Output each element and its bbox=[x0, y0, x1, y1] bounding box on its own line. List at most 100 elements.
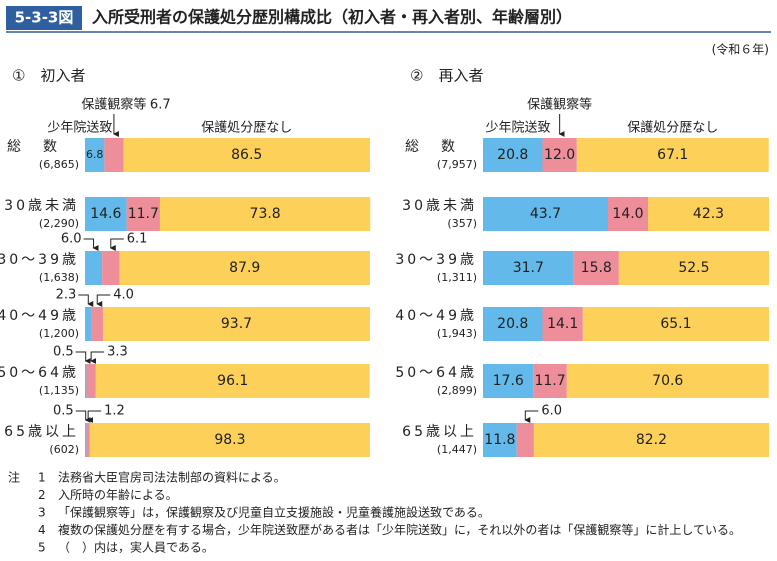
bar-segment bbox=[89, 423, 370, 457]
note-num: 5 bbox=[38, 541, 46, 555]
series-name: 少年院送致 bbox=[47, 121, 112, 136]
value-label: 86.5 bbox=[231, 147, 262, 163]
value-label: 98.3 bbox=[214, 432, 245, 448]
bar-segment bbox=[86, 423, 90, 457]
category-label: 65歳以上 bbox=[402, 424, 477, 440]
bar-segment bbox=[542, 138, 577, 172]
note-text: 「保護観察等」は，保護観察及び児童自立支援施設・児童養護施設送致である。 bbox=[58, 505, 490, 520]
series-name: 保護処分歴なし bbox=[627, 120, 718, 136]
size-label: (1,200) bbox=[39, 327, 79, 340]
value-label: 4.0 bbox=[113, 288, 134, 303]
series-name: 保護観察等 bbox=[527, 97, 592, 113]
size-label: (1,311) bbox=[437, 271, 477, 284]
value-label: 6.0 bbox=[541, 404, 562, 419]
bar-segment bbox=[516, 423, 534, 457]
bar-segment bbox=[618, 251, 769, 285]
callout bbox=[78, 294, 94, 307]
bar-segment bbox=[576, 138, 769, 172]
bar-segment bbox=[119, 251, 370, 285]
size-label: (2,290) bbox=[39, 217, 79, 230]
value-label: 12.0 bbox=[544, 147, 575, 163]
category-label: 50～64歳 bbox=[0, 365, 79, 381]
value-label: 6.8 bbox=[86, 148, 104, 161]
size-label: (1,447) bbox=[437, 443, 477, 456]
size-label: (357) bbox=[447, 217, 477, 230]
callout bbox=[90, 351, 105, 364]
value-label: 42.3 bbox=[693, 206, 724, 222]
callout bbox=[83, 238, 99, 251]
note-text: 複数の保護処分歴を有する場合，少年院送致歴がある者は「少年院送致」に，それ以外の… bbox=[58, 522, 741, 537]
bar-segment bbox=[566, 364, 769, 398]
callout bbox=[87, 410, 102, 423]
value-label: 93.7 bbox=[221, 316, 252, 332]
category-label: 40～49歳 bbox=[0, 308, 79, 324]
bar-segment bbox=[102, 251, 120, 285]
figure-badge bbox=[6, 6, 82, 30]
bar-segment bbox=[483, 251, 574, 285]
bar-segment bbox=[483, 364, 534, 398]
category-label: 40～49歳 bbox=[395, 308, 477, 324]
bar-segment bbox=[85, 307, 92, 341]
value-label: 82.2 bbox=[636, 432, 667, 448]
category-label: 50～64歳 bbox=[395, 365, 477, 381]
category-label: 30歳未満 bbox=[402, 198, 477, 214]
category-label: 65歳以上 bbox=[4, 424, 79, 440]
value-label: 14.6 bbox=[90, 206, 121, 222]
era: (令和６年) bbox=[712, 42, 769, 57]
bar-segment bbox=[86, 364, 96, 398]
bar-segment bbox=[533, 423, 769, 457]
size-label: (602) bbox=[49, 443, 79, 456]
value-label: 11.8 bbox=[484, 432, 515, 448]
value-label: 20.8 bbox=[497, 147, 528, 163]
bar-segment bbox=[159, 197, 371, 231]
size-label: (1,135) bbox=[39, 384, 79, 397]
bar-segment bbox=[85, 423, 87, 457]
figure-no: 5-3-3図 bbox=[15, 9, 74, 27]
bar-segment bbox=[85, 364, 87, 398]
bar-segment bbox=[483, 423, 517, 457]
value-label: 3.3 bbox=[107, 345, 128, 360]
value-label: 15.8 bbox=[581, 260, 612, 276]
title: 入所受刑者の保護処分歴別構成比（初入者・再入者別、年齢層別） bbox=[92, 8, 572, 27]
value-label: 20.8 bbox=[497, 316, 528, 332]
series-name: 少年院送致 bbox=[485, 121, 550, 136]
callout bbox=[75, 410, 91, 423]
bar-segment bbox=[573, 251, 619, 285]
bar-segment bbox=[85, 197, 127, 231]
category-label: 30～39歳 bbox=[0, 252, 79, 268]
category-label: 30～39歳 bbox=[395, 252, 477, 268]
notes-label: 注 bbox=[8, 470, 20, 485]
value-label: 70.6 bbox=[652, 373, 683, 389]
value-label: 2.3 bbox=[56, 288, 77, 303]
note-text: （ ）内は，実人員である。 bbox=[58, 540, 214, 555]
size-label: (1,638) bbox=[39, 271, 79, 284]
value-label: 52.5 bbox=[678, 260, 709, 276]
note-num: 1 bbox=[38, 471, 46, 485]
bar-segment bbox=[85, 138, 105, 172]
value-label: 6.0 bbox=[61, 232, 82, 247]
note-num: 3 bbox=[38, 506, 46, 520]
size-label: (2,899) bbox=[437, 384, 477, 397]
note-text: 法務省大臣官房司法法制部の資料による。 bbox=[58, 470, 286, 485]
value-label: 1.2 bbox=[104, 404, 125, 419]
callout bbox=[96, 294, 111, 307]
size-label: (6,865) bbox=[39, 158, 79, 171]
callout bbox=[75, 351, 91, 364]
value-label: 43.7 bbox=[530, 206, 561, 222]
panel-title: ① 初入者 bbox=[12, 67, 85, 85]
note-num: 4 bbox=[38, 523, 46, 537]
value-label: 0.5 bbox=[53, 404, 74, 419]
callout bbox=[109, 238, 124, 251]
value-label: 14.0 bbox=[612, 206, 643, 222]
note-text: 入所時の年齢による。 bbox=[58, 487, 178, 502]
value-label: 73.8 bbox=[250, 206, 281, 222]
bar-segment bbox=[95, 364, 370, 398]
value-label: 17.6 bbox=[493, 373, 524, 389]
bar-segment bbox=[542, 307, 583, 341]
value-label: 96.1 bbox=[217, 373, 248, 389]
bar-segment bbox=[582, 307, 769, 341]
note-num: 2 bbox=[38, 488, 46, 502]
bar-segment bbox=[648, 197, 769, 231]
bar-segment bbox=[607, 197, 649, 231]
